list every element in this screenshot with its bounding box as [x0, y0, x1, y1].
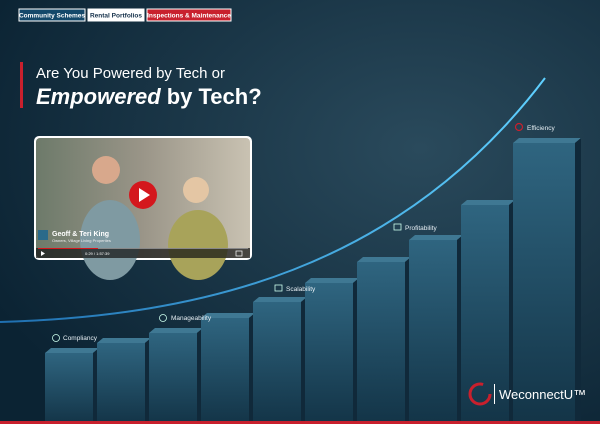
column — [97, 343, 145, 424]
logo-mark — [468, 382, 492, 406]
progress-track — [38, 248, 248, 249]
tab-bar: Community Schemes Rental Portfolios Insp… — [18, 8, 232, 22]
headline-emphasis: Empowered — [36, 84, 161, 109]
stage-label: Efficiency — [527, 125, 555, 132]
bar-group — [45, 138, 581, 424]
tab-label[interactable]: Inspections & Maintenance — [147, 13, 231, 20]
headline-rest: by Tech? — [167, 84, 262, 109]
video-time: 0:29 / 1:57:39 — [85, 251, 110, 256]
column — [513, 138, 581, 143]
tab[interactable] — [87, 8, 145, 22]
channel-icon — [38, 230, 48, 240]
play-icon[interactable] — [139, 188, 150, 202]
stage-icon — [274, 284, 283, 292]
video-role: Owners, Village Living Properties — [52, 238, 111, 243]
logo-text: WeconnectU™ — [499, 387, 586, 402]
person — [168, 210, 228, 280]
stage-label: Manageability — [171, 315, 212, 322]
column — [461, 200, 515, 205]
tab-label[interactable]: Rental Portfolios — [90, 13, 142, 20]
stage-icon — [514, 122, 524, 132]
column — [149, 328, 203, 333]
headline-line1: Are You Powered by Tech or — [36, 65, 225, 82]
person — [183, 177, 209, 203]
stage-labels: Compliancy Manageability Scalability Pro… — [52, 122, 555, 342]
column — [45, 348, 99, 353]
column — [513, 143, 575, 424]
logo-divider — [494, 384, 495, 404]
person — [92, 156, 120, 184]
fullscreen-control[interactable] — [235, 250, 243, 257]
column — [409, 235, 463, 240]
column — [201, 318, 249, 424]
growth-curve — [0, 77, 546, 323]
tab[interactable] — [146, 8, 232, 22]
column — [357, 262, 405, 424]
column — [97, 338, 151, 343]
control-bar — [36, 248, 250, 258]
tab[interactable] — [18, 8, 86, 22]
video-name: Geoff & Teri King — [52, 231, 109, 238]
column — [357, 257, 411, 262]
column — [305, 278, 359, 283]
column — [149, 333, 197, 424]
column — [575, 138, 581, 424]
stage-label: Compliancy — [63, 335, 98, 342]
column — [201, 313, 255, 318]
tab-label[interactable]: Community Schemes — [19, 13, 85, 20]
stage-label: Profitability — [405, 225, 438, 232]
stage-label: Scalability — [286, 286, 316, 293]
accent-bar — [20, 62, 23, 108]
bottom-strip — [0, 421, 600, 424]
headline-line2: Empowered by Tech? — [36, 84, 262, 109]
person — [80, 200, 140, 280]
column — [409, 240, 457, 424]
column — [461, 205, 509, 424]
column — [45, 353, 93, 424]
column — [253, 297, 307, 302]
column — [305, 283, 353, 424]
stage-icon — [159, 314, 167, 322]
progress-fill — [38, 248, 98, 249]
play-control[interactable] — [41, 251, 45, 256]
logo: WeconnectU™ — [468, 382, 586, 406]
stage-icon — [393, 223, 402, 231]
video-player: Geoff & Teri King Owners, Village Living… — [34, 136, 252, 280]
stage-icon — [52, 334, 60, 342]
column — [253, 302, 301, 424]
